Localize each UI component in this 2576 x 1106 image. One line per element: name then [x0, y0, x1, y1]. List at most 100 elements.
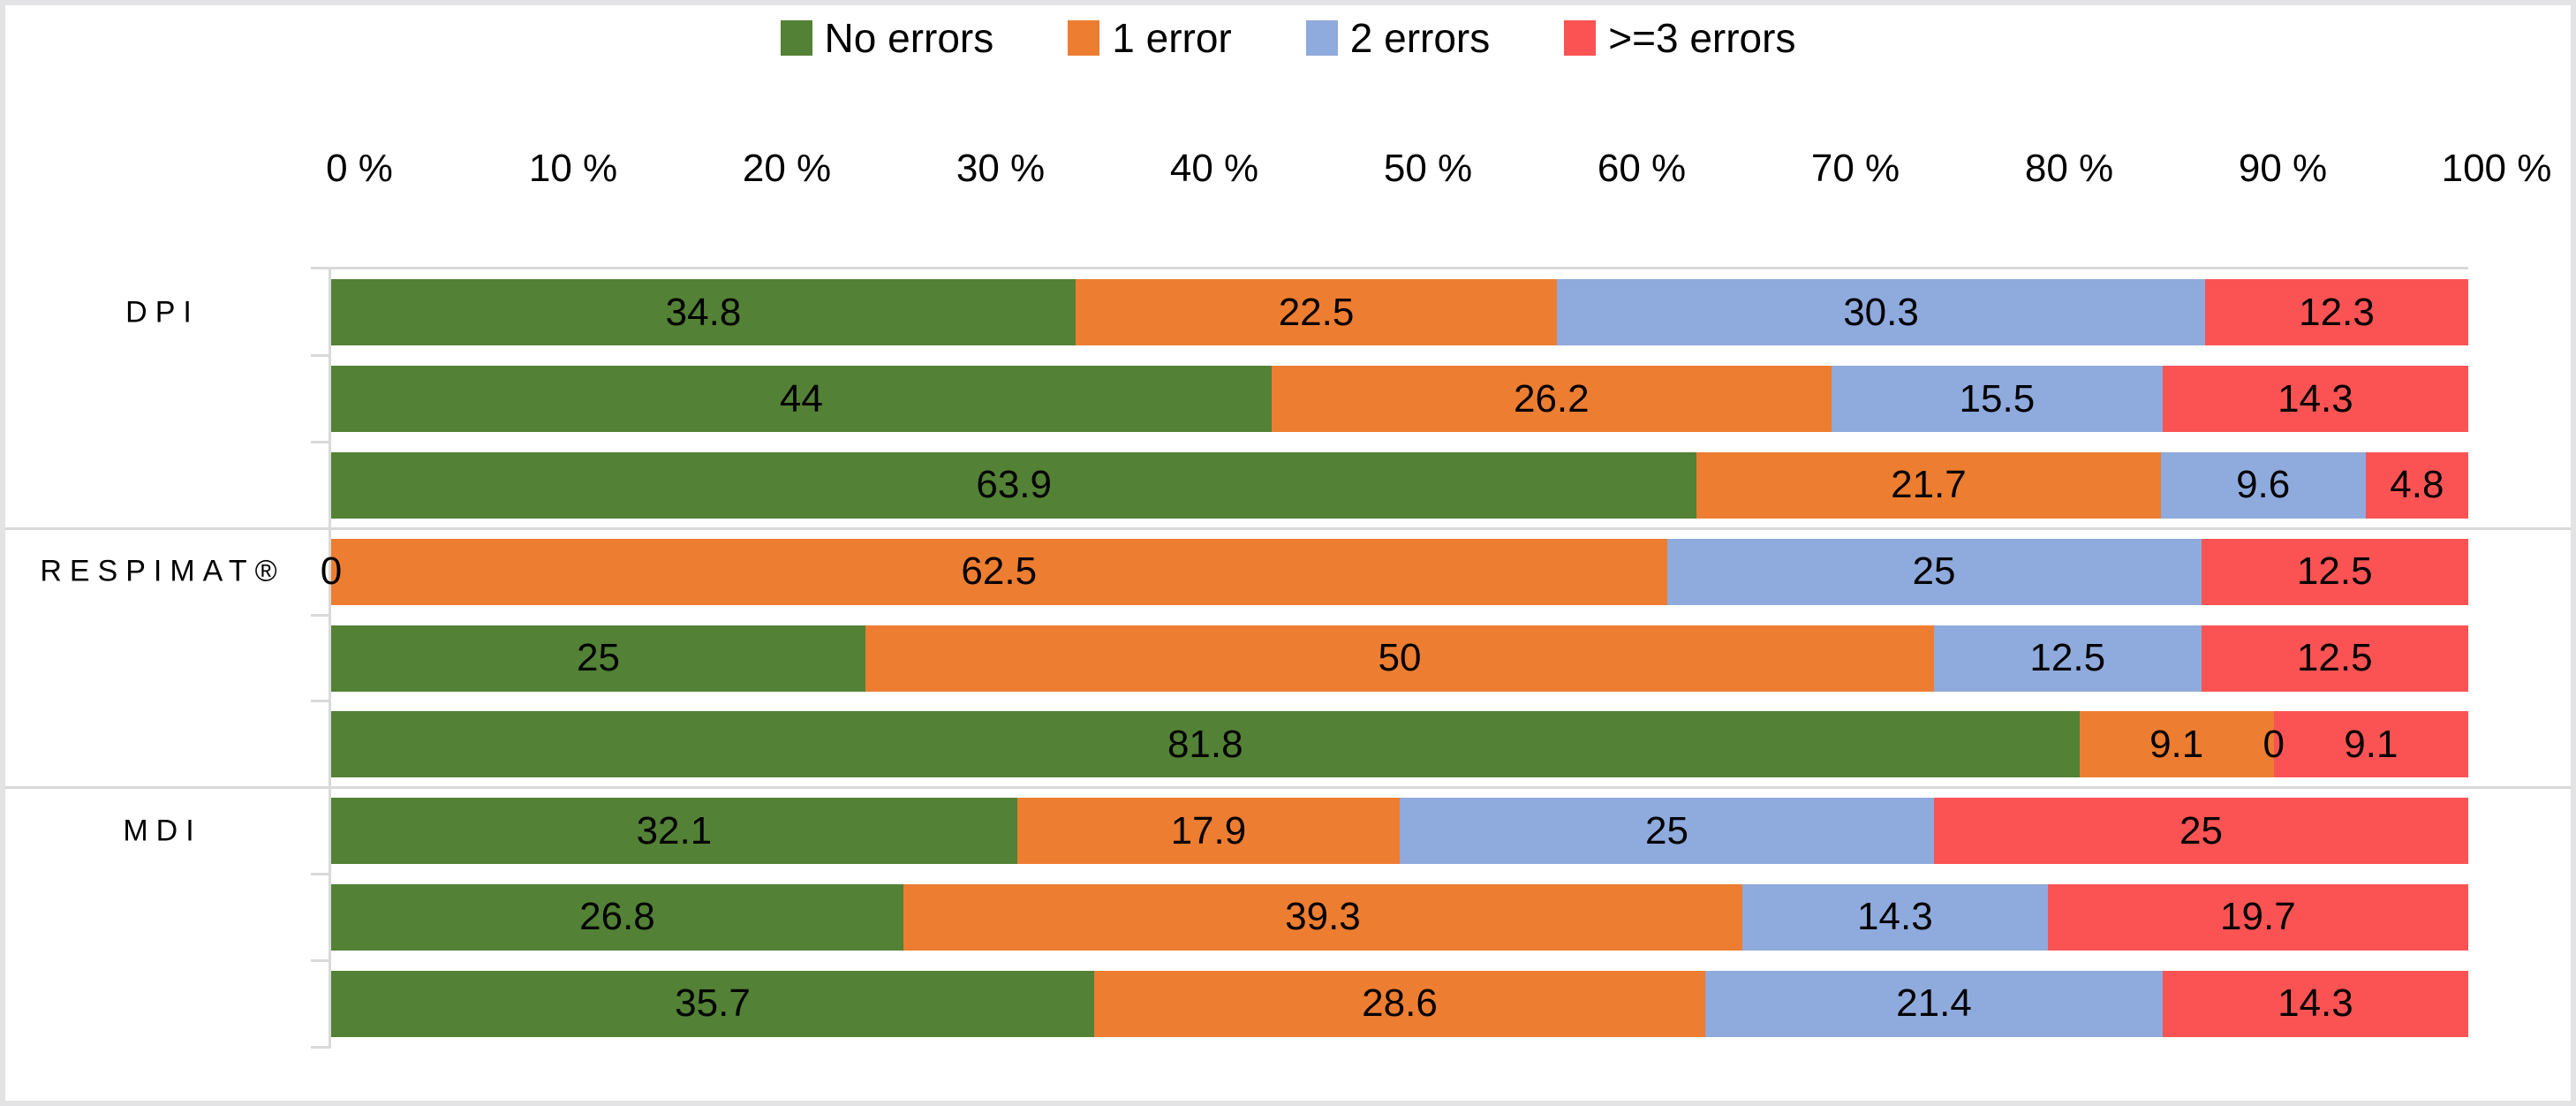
- data-label: 21.4: [1896, 981, 1972, 1026]
- data-label: 12.5: [2296, 636, 2373, 679]
- bar-segment-no-errors: 34.8: [331, 279, 1076, 346]
- category-axis-tick: [311, 441, 331, 444]
- legend-item-no-errors: No errors: [780, 14, 994, 62]
- data-label: 26.2: [1513, 376, 1590, 420]
- legend-item-3plus-errors: >=3 errors: [1564, 14, 1795, 62]
- data-label: 14.3: [1857, 895, 1933, 939]
- legend-label-2-errors: 2 errors: [1349, 15, 1491, 61]
- category-axis-tick: [311, 613, 331, 617]
- data-label: 39.3: [1285, 895, 1361, 939]
- bar-segment-no-errors: 32.1: [331, 798, 1017, 865]
- x-axis-tick-label: 80 %: [2024, 147, 2114, 190]
- data-label: 21.7: [1891, 463, 1967, 507]
- category-axis-tick: [311, 872, 331, 875]
- data-label: 26.8: [579, 895, 655, 939]
- bar-segment-2-errors: 12.5: [1934, 625, 2202, 692]
- x-axis-tick-label: 90 %: [2238, 147, 2328, 190]
- x-axis-tick-label: 60 %: [1597, 147, 1687, 190]
- bar-segment-2-errors: 9.6: [2160, 451, 2366, 519]
- data-label: 25: [1645, 808, 1688, 852]
- data-label: 34.8: [665, 290, 742, 334]
- bar-row: 35.7 28.6 21.4 14.3: [331, 970, 2468, 1037]
- x-axis-tick-label: 10 %: [528, 147, 618, 190]
- x-axis-tick-label: 20 %: [742, 147, 832, 190]
- data-label: 44: [779, 376, 823, 420]
- bar-segment-no-errors: 26.8: [331, 883, 903, 951]
- data-label: 12.5: [2029, 636, 2106, 679]
- bar-segment-no-errors: 44: [331, 366, 1272, 433]
- bar-segment-1-error: 39.3: [903, 883, 1743, 951]
- legend-label-3plus-errors: >=3 errors: [1608, 15, 1796, 61]
- category-axis-tick: [311, 958, 331, 962]
- group-separator-line: [5, 786, 2571, 790]
- category-label-respimat: RESPIMAT®: [40, 554, 285, 588]
- data-label: 4.8: [2390, 463, 2444, 507]
- bar-segment-no-errors: 81.8: [331, 711, 2080, 778]
- bar-segment-2-errors: 25: [1666, 538, 2202, 605]
- data-label: 0: [2262, 722, 2285, 766]
- bar-row: 81.8 9.1 0 9.1: [331, 711, 2468, 778]
- legend-item-1-error: 1 error: [1068, 14, 1232, 62]
- legend-label-no-errors: No errors: [824, 15, 994, 61]
- bar-segment--3-errors: 12.3: [2205, 279, 2468, 346]
- bar-segment-2-errors: 25: [1399, 798, 1934, 865]
- data-label: 30.3: [1843, 290, 1919, 334]
- bar-row: 26.8 39.3 14.3 19.7: [331, 883, 2468, 951]
- bar-row: 25 50 12.5 12.5: [331, 625, 2468, 692]
- legend: No errors 1 error 2 errors >=3 errors: [0, 14, 2576, 62]
- bar-segment-2-errors: 30.3: [1557, 279, 2206, 346]
- category-axis-tick: [311, 700, 331, 703]
- category-axis-tick: [311, 1045, 331, 1049]
- bar-segment--3-errors: 12.5: [2201, 538, 2468, 605]
- data-label: 35.7: [675, 981, 751, 1026]
- data-label: 81.8: [1167, 722, 1243, 766]
- data-label: 0: [320, 549, 343, 594]
- bar-segment--3-errors: 14.3: [2162, 366, 2468, 433]
- legend-swatch-no-errors: [780, 20, 812, 56]
- bar-segment-1-error: 28.6: [1093, 970, 1706, 1037]
- bar-row: 34.8 22.5 30.3 12.3: [331, 279, 2468, 346]
- data-label: 15.5: [1959, 376, 2036, 420]
- data-label: 17.9: [1170, 808, 1247, 852]
- group-separator-line: [5, 526, 2571, 530]
- bar-row: 63.9 21.7 9.6 4.8: [331, 451, 2468, 519]
- x-axis-tick-label: 40 %: [1169, 147, 1259, 190]
- data-label: 14.3: [2278, 981, 2353, 1026]
- data-label: 19.7: [2220, 895, 2296, 939]
- bar-segment--3-errors: 25: [1933, 798, 2468, 865]
- x-axis-tick-label: 0 %: [326, 147, 393, 190]
- bar-segment-no-errors: 35.7: [331, 970, 1094, 1037]
- x-axis-tick-label: 50 %: [1383, 147, 1473, 190]
- bar-segment-1-error: 26.2: [1271, 366, 1832, 433]
- data-label: 25: [2179, 808, 2223, 852]
- bar-segment--3-errors: 19.7: [2047, 883, 2468, 951]
- data-label: 12.3: [2299, 290, 2375, 334]
- bar-segment--3-errors: 14.3: [2162, 970, 2468, 1037]
- data-label: 28.6: [1362, 981, 1438, 1026]
- legend-item-2-errors: 2 errors: [1305, 14, 1491, 62]
- data-label: 9.6: [2236, 463, 2291, 507]
- legend-label-1-error: 1 error: [1112, 15, 1232, 61]
- bar-segment-1-error: 17.9: [1016, 798, 1400, 865]
- data-label: 50: [1378, 636, 1422, 679]
- bar-segment-no-errors: 25: [331, 625, 865, 692]
- bar-segment-no-errors: 63.9: [331, 451, 1697, 519]
- data-label: 32.1: [636, 808, 713, 852]
- data-label: 12.5: [2296, 549, 2373, 594]
- legend-swatch-1-error: [1068, 20, 1100, 56]
- category-label-mdi: MDI: [123, 814, 202, 848]
- bar-segment--3-errors: 4.8: [2365, 451, 2468, 519]
- bar-segment-1-error: 62.5: [331, 538, 1667, 605]
- bar-segment-2-errors: 21.4: [1705, 970, 2163, 1037]
- bar-row: 44 26.2 15.5 14.3: [331, 366, 2468, 433]
- x-axis-line: [311, 267, 2468, 269]
- category-axis-tick: [311, 354, 331, 358]
- data-label: 9.1: [2344, 722, 2398, 766]
- bar-segment--3-errors: 12.5: [2201, 625, 2468, 692]
- legend-swatch-3plus-errors: [1564, 20, 1597, 56]
- bar-segment-1-error: 50: [865, 625, 1934, 692]
- data-label: 25: [577, 636, 620, 679]
- x-axis-tick-label: 100 %: [2441, 147, 2552, 190]
- data-label: 25: [1912, 549, 1956, 594]
